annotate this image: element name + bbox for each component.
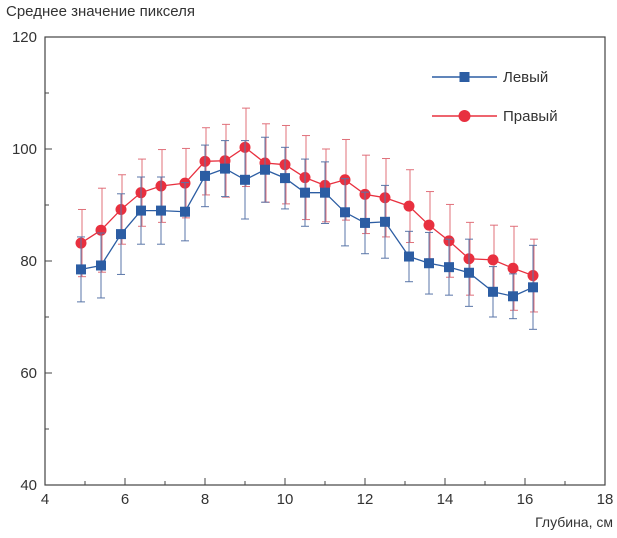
data-point-left (240, 174, 250, 185)
data-point-left (528, 282, 538, 293)
data-point-left (220, 163, 230, 174)
legend-item-right: Правый (432, 108, 558, 125)
x-axis-label: Глубина, см (535, 514, 613, 530)
x-tick-label: 12 (357, 491, 374, 508)
data-point-left (380, 216, 390, 227)
data-point-left (404, 251, 414, 262)
y-tick-label: 40 (20, 477, 37, 494)
data-point-left (488, 286, 498, 297)
data-point-left (76, 264, 86, 275)
x-tick-label: 10 (277, 491, 294, 508)
data-point-left (200, 170, 210, 181)
data-point-right (423, 219, 435, 231)
x-tick-label: 18 (597, 491, 614, 508)
legend-marker (459, 72, 470, 82)
data-point-right (403, 200, 415, 212)
data-point-right (487, 254, 499, 266)
y-axis-label: Среднее значение пикселя (6, 3, 196, 20)
series-left (76, 136, 538, 330)
data-point-left (320, 187, 330, 198)
data-point-left (464, 267, 474, 278)
legend: Левый Правый (432, 69, 558, 125)
plot-frame (44, 36, 606, 486)
x-tick-label: 14 (437, 491, 454, 508)
x-tick-label: 4 (41, 491, 49, 508)
data-point-left (508, 291, 518, 302)
legend-marker (458, 110, 471, 122)
legend-label: Левый (503, 69, 548, 86)
data-point-left (136, 205, 146, 216)
legend-item-left: Левый (432, 69, 548, 86)
data-point-left (96, 260, 106, 271)
x-tick-label: 8 (201, 491, 209, 508)
y-tick-label: 120 (12, 29, 37, 46)
data-point-left (444, 262, 454, 273)
data-point-left (340, 207, 350, 218)
data-point-left (280, 173, 290, 184)
data-point-right (507, 262, 519, 274)
x-tick-label: 16 (517, 491, 534, 508)
data-point-left (424, 258, 434, 269)
data-point-left (260, 164, 270, 175)
data-point-left (300, 187, 310, 198)
data-point-left (180, 206, 190, 217)
legend-label: Правый (503, 108, 558, 125)
y-tick-label: 60 (20, 365, 37, 382)
y-tick-label: 100 (12, 141, 37, 158)
data-point-left (156, 205, 166, 216)
data-point-left (116, 229, 126, 240)
data-point-left (360, 217, 370, 228)
y-tick-label: 80 (20, 253, 37, 270)
x-tick-label: 6 (121, 491, 129, 508)
